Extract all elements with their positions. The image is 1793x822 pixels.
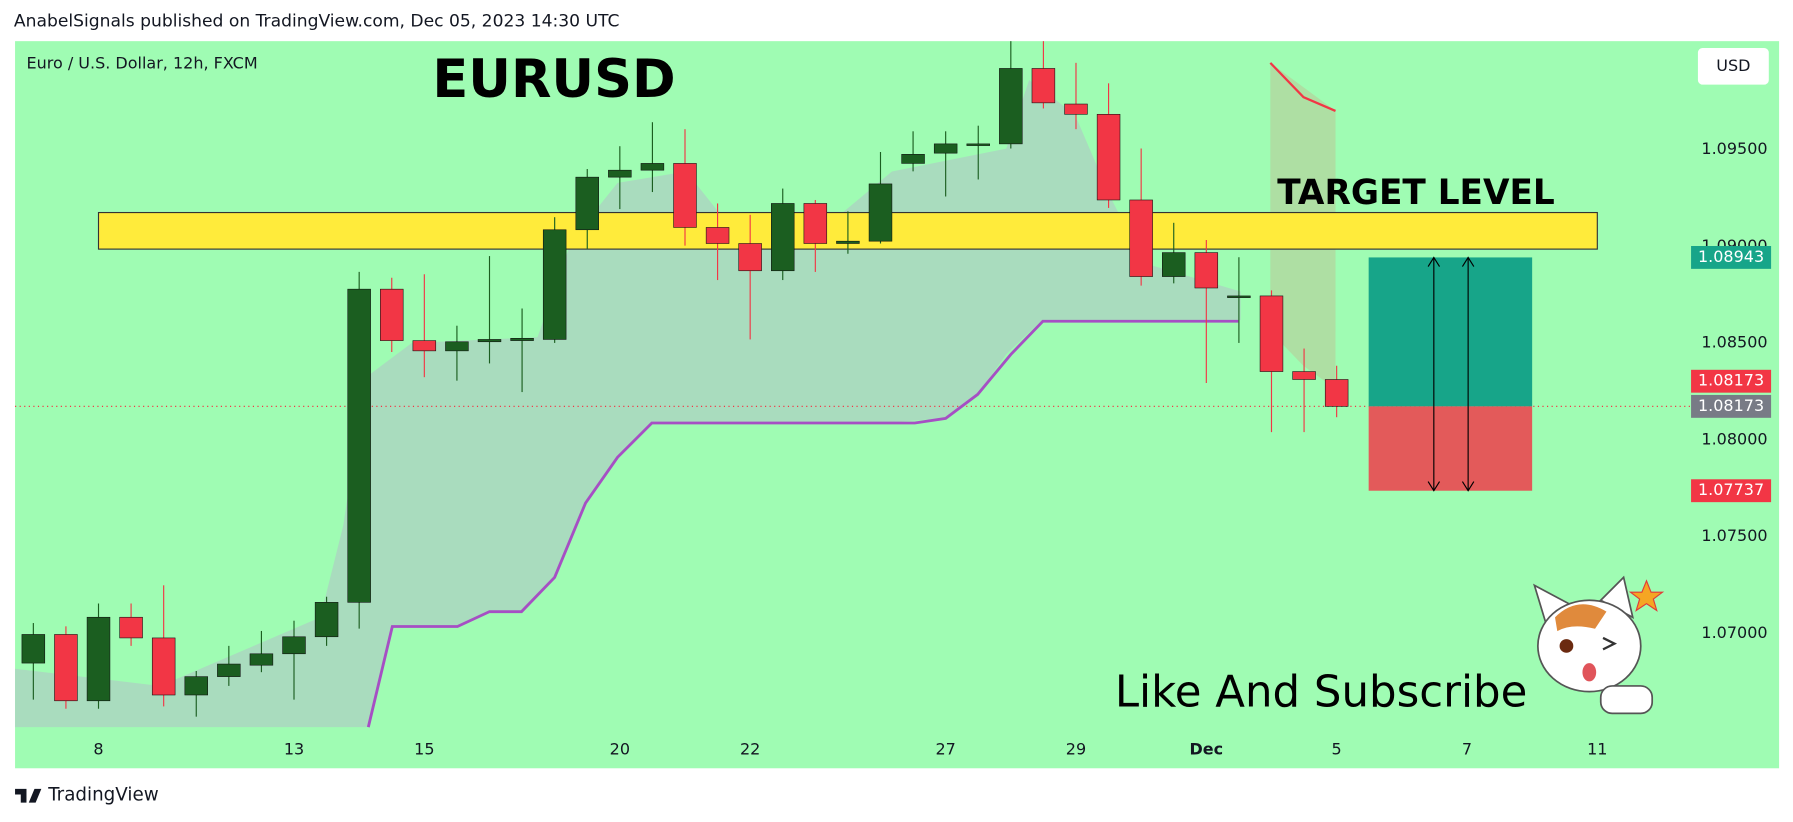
- symbol-info: Euro / U.S. Dollar, 12h, FXCM: [26, 54, 257, 73]
- y-tick-label: 1.07000: [1701, 623, 1767, 642]
- arrow-head: [1461, 481, 1475, 492]
- price-label: 1.07737: [1698, 480, 1764, 499]
- candle-body: [217, 663, 241, 677]
- candle-body: [933, 143, 958, 154]
- candle-body: [575, 176, 599, 231]
- candle-body: [151, 637, 176, 696]
- candle-body: [1292, 371, 1316, 380]
- candle-body: [477, 339, 502, 343]
- currency-button[interactable]: [1697, 48, 1769, 85]
- candle-body: [314, 602, 339, 638]
- candle-body: [347, 288, 371, 603]
- candle-body: [1194, 252, 1219, 289]
- x-tick-label: 7: [1462, 739, 1472, 758]
- candle-body: [673, 163, 697, 228]
- candle-body: [966, 143, 990, 146]
- x-tick-label: 27: [935, 739, 955, 758]
- candle-body: [184, 676, 208, 696]
- candle-body: [640, 163, 665, 171]
- price-label-box: [1691, 394, 1772, 418]
- y-tick-label: 1.08000: [1701, 429, 1767, 448]
- candle-body: [1162, 252, 1186, 277]
- y-tick-label: 1.09500: [1701, 139, 1767, 158]
- candle-body: [1064, 103, 1088, 115]
- candle-body: [705, 227, 730, 244]
- price-label: 1.08173: [1698, 396, 1764, 415]
- candle-body: [119, 616, 143, 639]
- tradingview-logo: [15, 788, 42, 803]
- projection-line: [1269, 62, 1336, 112]
- candle-body: [1324, 379, 1349, 407]
- price-label-box: [1691, 369, 1772, 393]
- candle-body: [249, 653, 274, 666]
- candle-body: [1259, 295, 1284, 372]
- candle-body: [54, 634, 78, 702]
- price-label: 1.08943: [1698, 247, 1764, 266]
- candle-body: [86, 616, 111, 702]
- x-tick-label: 15: [414, 739, 434, 758]
- footer-brand: TradingView: [47, 785, 159, 806]
- arrow-head: [1427, 256, 1441, 267]
- x-tick-label: 20: [610, 739, 630, 758]
- candle-body: [771, 203, 795, 272]
- y-tick-label: 1.08500: [1701, 333, 1767, 352]
- candle-body: [21, 634, 46, 664]
- candle-body: [1227, 295, 1251, 298]
- price-label: 1.08173: [1698, 371, 1764, 390]
- arrow-head: [1427, 481, 1441, 492]
- candle-body: [1129, 199, 1153, 277]
- profit-zone: [1368, 257, 1533, 407]
- price-label-box: [1691, 245, 1772, 269]
- currency-label[interactable]: USD: [1716, 56, 1750, 75]
- candle-body: [1031, 68, 1056, 104]
- x-tick-label: 22: [740, 739, 760, 758]
- candle-body: [803, 203, 828, 244]
- annotation: Like And Subscribe: [1115, 668, 1527, 718]
- y-tick-label: 1.07500: [1701, 526, 1767, 545]
- candle-body: [738, 243, 762, 272]
- annotation: TARGET LEVEL: [1277, 173, 1555, 213]
- candle-body: [510, 338, 534, 341]
- x-tick-label: 5: [1332, 739, 1342, 758]
- x-tick-label: 29: [1066, 739, 1086, 758]
- candle-body: [380, 288, 404, 341]
- candle-body: [1096, 113, 1121, 201]
- candle-body: [901, 154, 925, 164]
- candle-body: [836, 240, 860, 244]
- arrow-head: [1461, 256, 1475, 267]
- x-tick-label: 8: [93, 739, 103, 758]
- indicator-line: [366, 319, 1239, 728]
- candle-body: [445, 341, 469, 352]
- x-tick-label: 13: [284, 739, 304, 758]
- cat-sticker: [1533, 575, 1665, 715]
- candle-body: [282, 636, 306, 655]
- candle-body: [542, 229, 567, 340]
- publish-header: AnabelSignals published on TradingView.c…: [14, 12, 620, 32]
- chart-title: EURUSD: [432, 49, 675, 110]
- price-label-box: [1691, 479, 1772, 503]
- candle-body: [608, 169, 632, 178]
- candle-body: [412, 340, 437, 352]
- x-tick-label: 11: [1587, 739, 1607, 758]
- loss-zone: [1368, 406, 1533, 491]
- candle-body: [868, 183, 893, 242]
- x-tick-label: Dec: [1190, 739, 1224, 758]
- candle-body: [999, 68, 1023, 145]
